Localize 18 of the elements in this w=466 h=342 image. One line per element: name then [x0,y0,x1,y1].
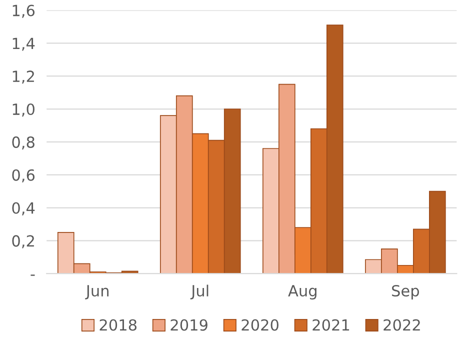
legend-label: 2018 [100,319,137,331]
y-tick-label: 0,6 [12,169,35,182]
legend-label: 2020 [242,319,278,331]
y-tick-label: 0,2 [12,235,34,248]
y-tick-label: 0,4 [12,202,35,216]
x-tick-label: Aug [288,285,316,300]
y-tick-label: 1,0 [12,103,34,117]
y-tick-label: 1,4 [12,38,35,51]
y-tick-label: 1,2 [12,70,34,84]
legend-label: 2021 [312,319,350,331]
x-tick-label: Jul [190,284,208,300]
legend-label: 2019 [170,319,208,331]
y-tick-label: - [30,274,35,276]
y-tick-label: 1,6 [12,4,35,18]
x-tick-label: Sep [392,284,419,300]
legend-label: 2022 [384,319,420,331]
x-tick-label: Jun [85,285,108,300]
y-tick-label: 0,8 [12,136,34,150]
